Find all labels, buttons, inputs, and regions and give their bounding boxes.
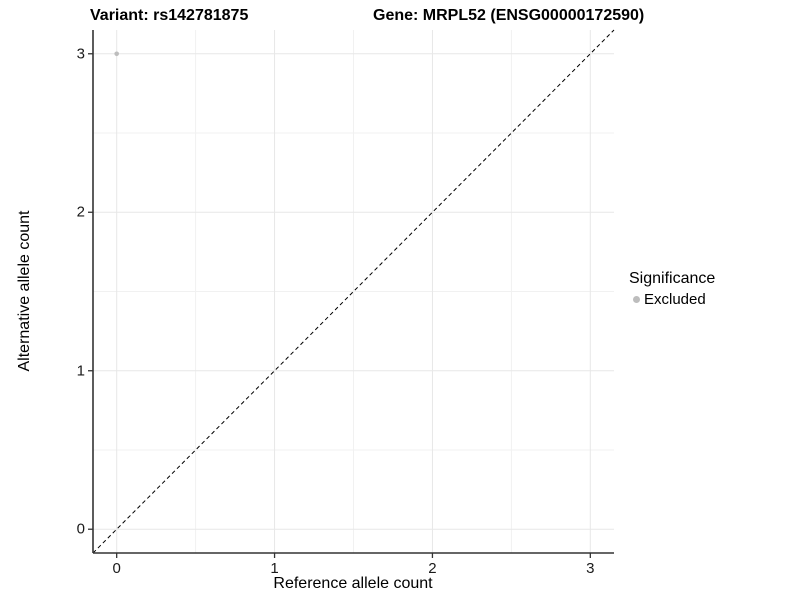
x-tick-label: 2 xyxy=(428,560,437,577)
plot-title-gene: Gene: MRPL52 (ENSG00000172590) xyxy=(373,7,645,24)
legend-title: Significance xyxy=(629,270,716,287)
x-tick-label: 1 xyxy=(270,560,279,577)
plot-title-variant: Variant: rs142781875 xyxy=(90,7,249,24)
data-point xyxy=(114,51,119,57)
legend-items: Excluded xyxy=(627,291,715,308)
y-tick-label: 2 xyxy=(76,203,85,221)
y-axis-title: Alternative allele count xyxy=(16,210,33,372)
x-tick-label: 3 xyxy=(586,560,595,577)
legend-item: Excluded xyxy=(627,291,715,308)
legend-item-label: Excluded xyxy=(644,291,706,308)
x-axis-title: Reference allele count xyxy=(273,575,433,592)
y-tick-label: 0 xyxy=(76,520,85,538)
y-tick-label: 1 xyxy=(76,362,85,380)
y-tick-label: 3 xyxy=(76,45,85,63)
x-tick-label: 0 xyxy=(112,560,121,577)
legend: Significance Excluded xyxy=(627,270,715,308)
legend-point-icon xyxy=(633,296,640,303)
